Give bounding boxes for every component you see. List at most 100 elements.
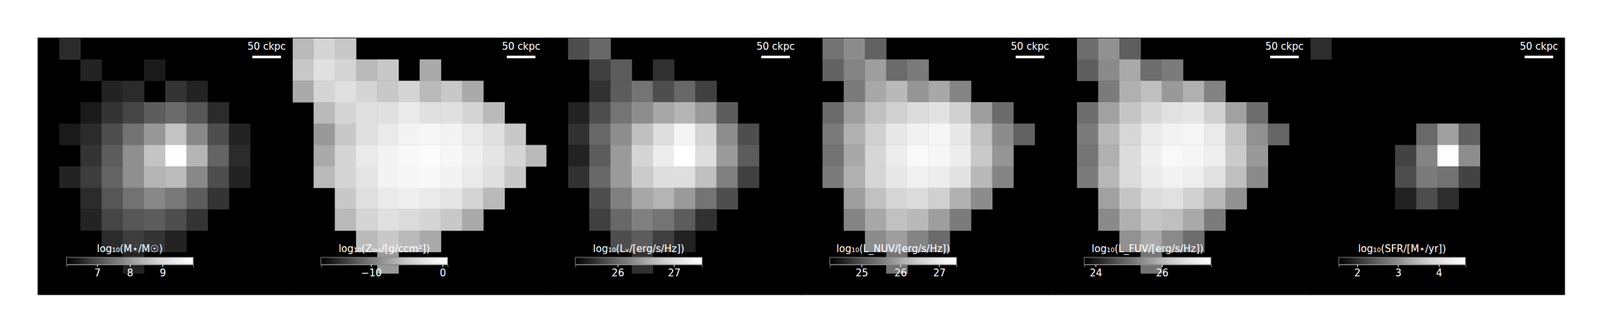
heatmap-cell	[377, 59, 399, 82]
heatmap-cell	[419, 208, 442, 231]
colorbar-tick-label: 7	[94, 267, 101, 279]
heatmap-cell	[886, 208, 909, 231]
heatmap-cell	[186, 80, 209, 103]
heatmap-cell	[737, 123, 760, 146]
colorbar-tick-label: 2	[1354, 267, 1362, 279]
colorbar-tick: 26	[1156, 264, 1169, 279]
heatmap-cell	[695, 208, 717, 231]
heatmap-cell	[483, 102, 505, 124]
heatmap-cell	[229, 144, 251, 167]
heatmap-cell	[631, 102, 654, 124]
heatmap-cell	[949, 102, 972, 124]
heatmap-cell	[377, 80, 399, 103]
heatmap-cell	[207, 187, 230, 210]
heatmap-cell	[652, 144, 675, 167]
heatmap-cell	[1437, 187, 1460, 210]
plot-background	[292, 37, 548, 295]
colorbar-tick-label: 0	[439, 267, 447, 279]
heatmap-cell	[186, 123, 209, 146]
heatmap-cell	[377, 123, 399, 146]
colorbar-tick-label: 26	[611, 267, 624, 279]
heatmap-cell	[1246, 144, 1269, 167]
panel: 50 ckpclog₁₀(L_NUV/[erg/s/Hz])252627	[801, 37, 1056, 295]
heatmap-cell	[356, 123, 378, 146]
heatmap-cell	[186, 102, 209, 124]
heatmap-cell	[504, 123, 527, 146]
heatmap-cell	[1119, 166, 1142, 188]
heatmap-cell	[928, 102, 950, 124]
scale-bar-label: 50 ckpc	[1265, 40, 1305, 53]
heatmap-cell	[398, 208, 421, 231]
heatmap-cell	[864, 144, 887, 167]
heatmap-cell	[822, 37, 844, 60]
scale-bar	[252, 55, 282, 59]
heatmap-cell	[1203, 144, 1226, 167]
heatmap-cell	[886, 144, 909, 167]
colorbar	[1338, 257, 1466, 265]
heatmap-cell	[949, 144, 972, 167]
colorbar-label: log₁₀(SFR/[M⋆/yr])	[1357, 242, 1446, 255]
heatmap-cell	[864, 37, 887, 60]
heatmap-cell	[334, 37, 357, 60]
heatmap-cell	[737, 144, 760, 167]
heatmap-cell	[398, 80, 421, 103]
heatmap-cell	[1225, 102, 1248, 124]
heatmap-cell	[631, 144, 654, 167]
heatmap-cell	[164, 208, 187, 231]
colorbar-label: log₁₀(L_NUV/[erg/s/Hz])	[836, 242, 950, 256]
heatmap-cell	[144, 187, 166, 210]
heatmap-cell	[928, 144, 950, 167]
heatmap-cell	[864, 80, 887, 103]
heatmap-cell	[886, 80, 909, 103]
figure: 50 ckpclog₁₀(M⋆/M☉)78950 ckpclog₁₀(Zₗₒₛ/…	[0, 0, 1600, 332]
heatmap-cell	[589, 208, 611, 231]
heatmap-cell	[716, 123, 738, 146]
heatmap-cell	[483, 123, 505, 146]
colorbar-tick: 26	[611, 264, 624, 279]
heatmap-cell	[610, 144, 633, 167]
heatmap-cell	[1097, 123, 1120, 146]
heatmap-cell	[123, 123, 145, 146]
heatmap-cell	[80, 102, 103, 124]
heatmap-cell	[1225, 187, 1248, 210]
colorbar-label: log₁₀(Zₗₒₛ/[g/ccm²])	[338, 242, 431, 255]
heatmap-cell	[356, 144, 378, 167]
heatmap-cell	[504, 166, 527, 188]
heatmap-cell	[186, 208, 209, 231]
heatmap-cell	[101, 144, 124, 167]
heatmap-cell	[1416, 144, 1438, 167]
heatmap-cell	[144, 166, 166, 188]
heatmap-cell	[822, 144, 844, 167]
heatmap-cell	[334, 208, 357, 231]
heatmap-cell	[123, 144, 145, 167]
colorbar-axis-line	[1084, 265, 1212, 268]
heatmap-cell	[886, 59, 909, 82]
heatmap-cell	[419, 166, 442, 188]
heatmap-cell	[1225, 144, 1248, 167]
heatmap	[822, 37, 1035, 274]
heatmap-cell	[907, 166, 929, 188]
panel: 50 ckpclog₁₀(L_FUV/[erg/s/Hz])2426	[1055, 37, 1311, 295]
heatmap-cell	[101, 123, 124, 146]
colorbar-axis-line	[321, 265, 449, 268]
heatmap-cell	[419, 80, 442, 103]
heatmap-cell	[1013, 123, 1036, 146]
heatmap-cell	[907, 208, 929, 231]
heatmap-cell	[949, 208, 972, 231]
heatmap-cell	[843, 80, 866, 103]
heatmap-cell	[1437, 166, 1460, 188]
heatmap-cell	[483, 187, 505, 210]
heatmap-cell	[843, 123, 866, 146]
colorbar	[1084, 257, 1212, 265]
heatmap-cell	[992, 102, 1015, 124]
heatmap-cell	[652, 187, 675, 210]
heatmap-cell	[1246, 166, 1269, 188]
colorbar-label: log₁₀(M⋆/M☉)	[96, 242, 163, 255]
plot-frame	[1055, 37, 1311, 295]
heatmap-cell	[334, 80, 357, 103]
heatmap-cell	[101, 80, 124, 103]
heatmap-cell	[440, 102, 463, 124]
heatmap-cell	[398, 102, 421, 124]
heatmap-cell	[992, 166, 1015, 188]
plot-frame	[1309, 37, 1565, 295]
